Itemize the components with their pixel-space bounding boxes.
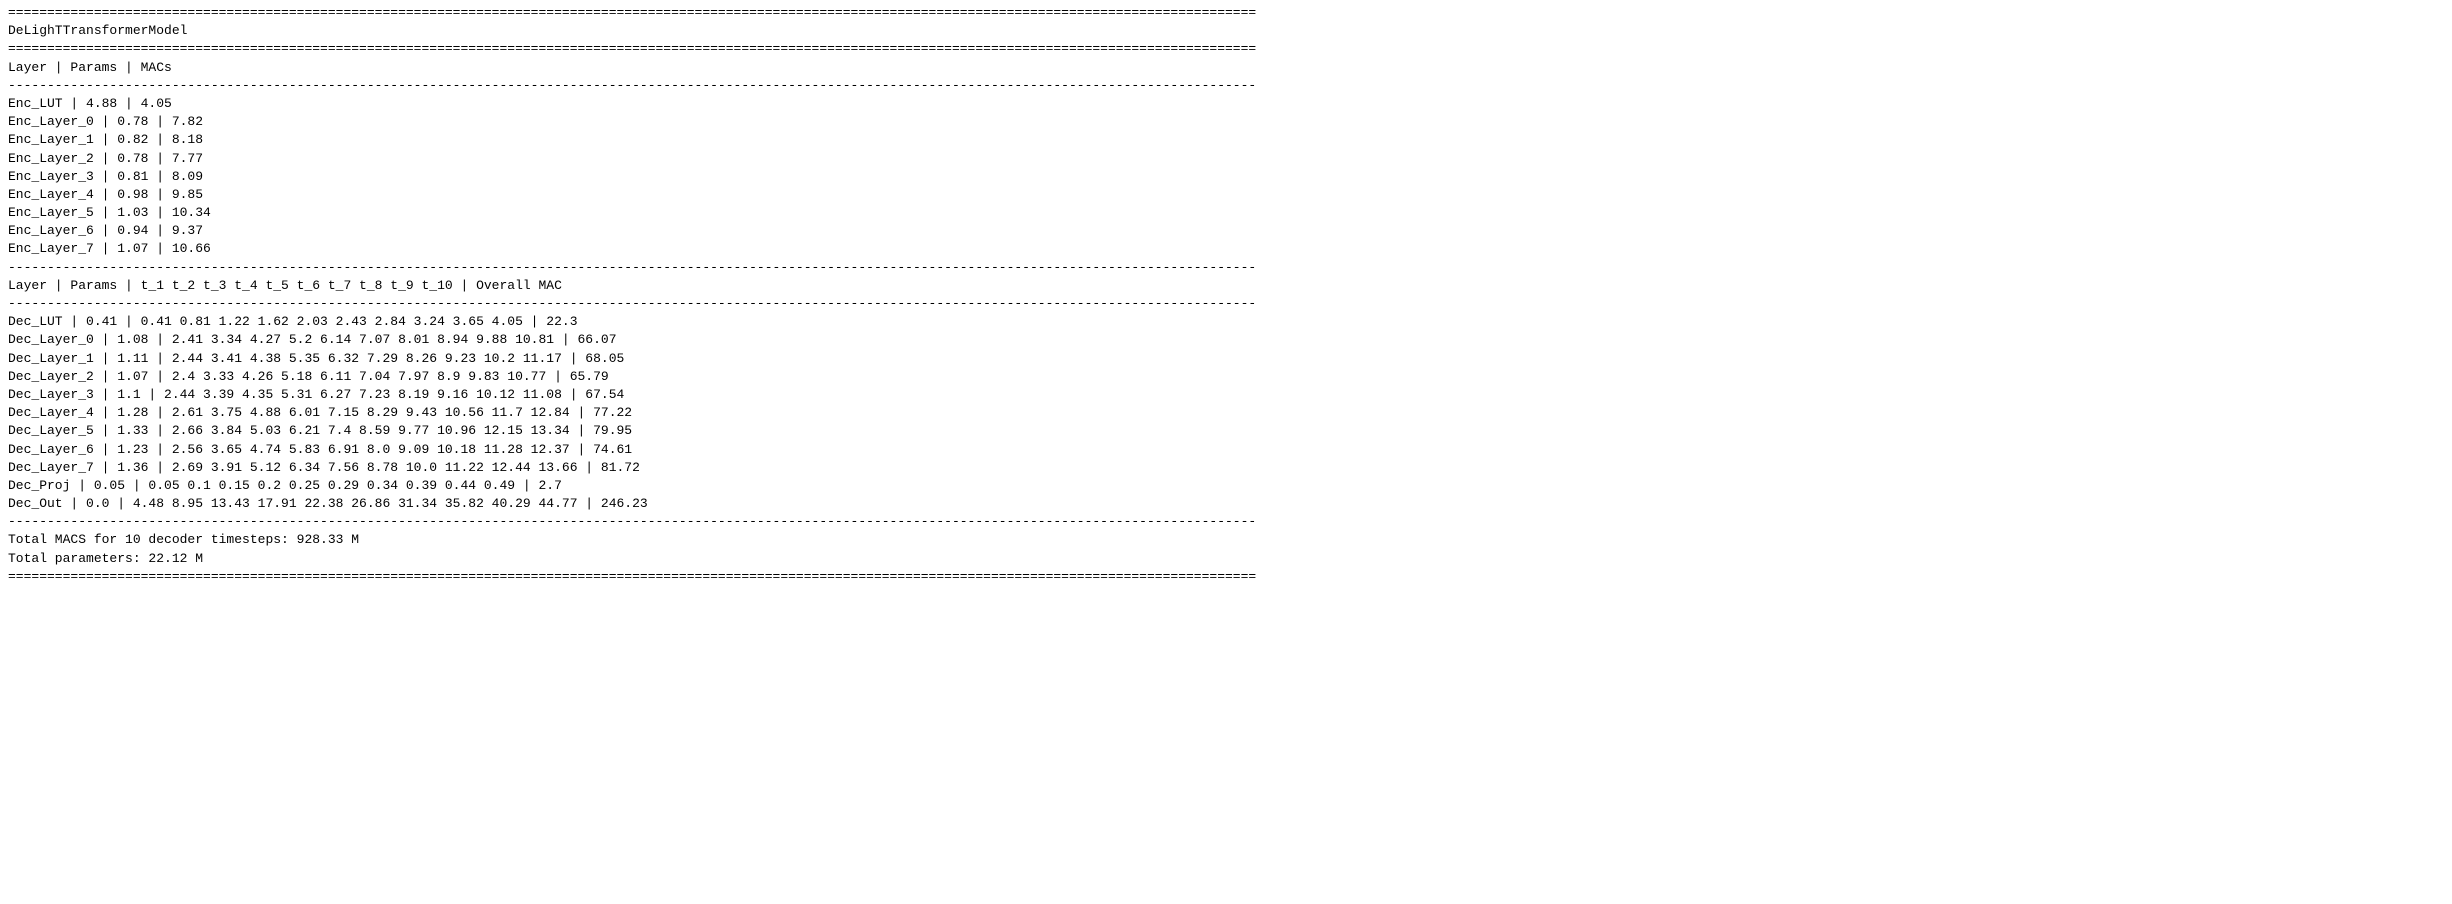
model-title: DeLighTTransformerModel [8,22,2444,40]
rule-single: ----------------------------------------… [8,295,2444,313]
encoder-row: Enc_Layer_1 | 0.82 | 8.18 [8,131,2444,149]
encoder-header: Layer | Params | MACs [8,59,2444,77]
decoder-row: Dec_Layer_3 | 1.1 | 2.44 3.39 4.35 5.31 … [8,386,2444,404]
decoder-row: Dec_Layer_4 | 1.28 | 2.61 3.75 4.88 6.01… [8,404,2444,422]
decoder-row: Dec_Proj | 0.05 | 0.05 0.1 0.15 0.2 0.25… [8,477,2444,495]
model-summary-output: ========================================… [8,4,2444,586]
decoder-row: Dec_Layer_5 | 1.33 | 2.66 3.84 5.03 6.21… [8,422,2444,440]
encoder-row: Enc_LUT | 4.88 | 4.05 [8,95,2444,113]
rule-single: ----------------------------------------… [8,513,2444,531]
encoder-row: Enc_Layer_5 | 1.03 | 10.34 [8,204,2444,222]
decoder-row: Dec_Layer_0 | 1.08 | 2.41 3.34 4.27 5.2 … [8,331,2444,349]
decoder-row: Dec_Layer_1 | 1.11 | 2.44 3.41 4.38 5.35… [8,350,2444,368]
rule-double: ========================================… [8,4,2444,22]
encoder-row: Enc_Layer_4 | 0.98 | 9.85 [8,186,2444,204]
total-macs: Total MACS for 10 decoder timesteps: 928… [8,531,2444,549]
rule-single: ----------------------------------------… [8,77,2444,95]
decoder-row: Dec_Out | 0.0 | 4.48 8.95 13.43 17.91 22… [8,495,2444,513]
encoder-row: Enc_Layer_0 | 0.78 | 7.82 [8,113,2444,131]
decoder-row: Dec_Layer_2 | 1.07 | 2.4 3.33 4.26 5.18 … [8,368,2444,386]
total-params: Total parameters: 22.12 M [8,550,2444,568]
decoder-header: Layer | Params | t_1 t_2 t_3 t_4 t_5 t_6… [8,277,2444,295]
encoder-row: Enc_Layer_7 | 1.07 | 10.66 [8,240,2444,258]
encoder-row: Enc_Layer_2 | 0.78 | 7.77 [8,150,2444,168]
rule-single: ----------------------------------------… [8,259,2444,277]
decoder-row: Dec_LUT | 0.41 | 0.41 0.81 1.22 1.62 2.0… [8,313,2444,331]
decoder-row: Dec_Layer_7 | 1.36 | 2.69 3.91 5.12 6.34… [8,459,2444,477]
encoder-row: Enc_Layer_3 | 0.81 | 8.09 [8,168,2444,186]
rule-double: ========================================… [8,40,2444,58]
encoder-row: Enc_Layer_6 | 0.94 | 9.37 [8,222,2444,240]
decoder-row: Dec_Layer_6 | 1.23 | 2.56 3.65 4.74 5.83… [8,441,2444,459]
rule-double: ========================================… [8,568,2444,586]
